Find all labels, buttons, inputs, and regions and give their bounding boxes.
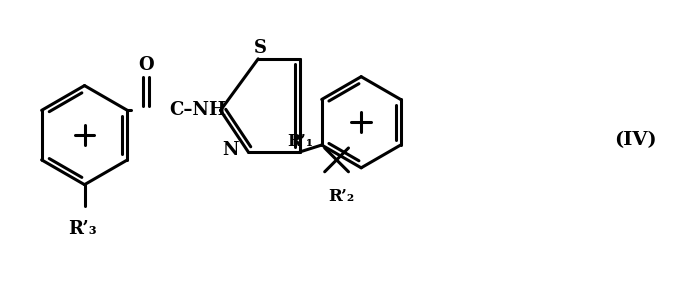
Text: (IV): (IV)	[614, 131, 657, 149]
Text: C–NH: C–NH	[169, 101, 226, 119]
Text: R’₃: R’₃	[68, 220, 97, 238]
Text: R’₂: R’₂	[329, 188, 355, 205]
Text: O: O	[138, 56, 154, 74]
Text: R’₁: R’₁	[288, 132, 314, 150]
Text: N: N	[222, 141, 239, 159]
Text: S: S	[253, 39, 267, 57]
